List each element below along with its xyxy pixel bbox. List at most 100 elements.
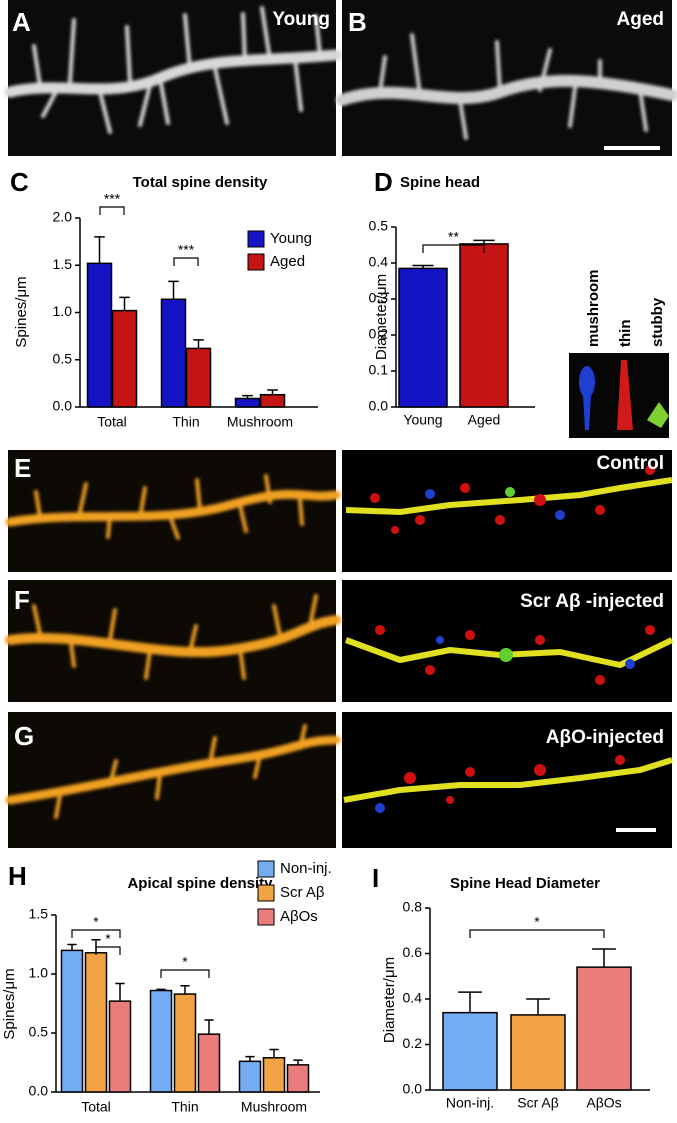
error-bar <box>473 239 495 244</box>
panel-letter: F <box>14 585 30 615</box>
y-tick-label: 0.0 <box>369 398 389 414</box>
error-bar <box>204 1019 214 1035</box>
legend-swatch <box>257 860 275 878</box>
error-bar <box>168 280 179 300</box>
y-tick-label: 1.5 <box>53 256 73 272</box>
y-tick-label: 0.8 <box>403 899 423 915</box>
legend-label: Aged <box>270 253 305 270</box>
error-bar <box>526 998 550 1015</box>
panel-letter: H <box>8 861 27 891</box>
error-bar <box>180 985 190 995</box>
bar <box>398 267 448 408</box>
x-tick-label: Non-inj. <box>446 1095 494 1111</box>
panel-label: Young <box>272 9 330 30</box>
legend-swatch <box>247 253 265 271</box>
legend-swatch <box>257 884 275 902</box>
panel-label: Scr Aβ -injected <box>520 591 664 612</box>
panel-letter: D <box>374 167 393 197</box>
panel-label: AβO-injected <box>546 727 664 748</box>
bar <box>197 1033 221 1093</box>
bar <box>84 952 108 1093</box>
x-tick-label: Total <box>81 1099 111 1115</box>
bar <box>160 298 187 408</box>
significance-bracket <box>99 206 125 215</box>
legend-swatch <box>247 230 265 248</box>
bar <box>259 393 286 408</box>
significance-bracket <box>95 946 121 955</box>
bar <box>185 347 212 408</box>
significance-bracket <box>160 969 210 978</box>
y-tick-label: 0.0 <box>53 398 73 414</box>
error-bar <box>115 982 125 1002</box>
error-bar <box>269 1048 279 1058</box>
bar <box>442 1011 498 1091</box>
significance-label: *** <box>178 242 195 258</box>
thin-spine <box>617 360 633 430</box>
spine-blobs <box>370 465 655 804</box>
x-tick-label: Thin <box>172 414 199 430</box>
dendrite <box>5 474 341 819</box>
bar <box>111 309 138 408</box>
significance-bracket <box>173 257 199 266</box>
y-axis-label: Spines/μm <box>13 276 30 347</box>
significance-bracket <box>422 244 485 253</box>
chart-title: Apical spine density <box>127 875 273 892</box>
panel-letter: B <box>348 7 367 37</box>
x-tick-label: Mushroom <box>241 1099 307 1115</box>
error-bar <box>592 948 616 968</box>
error-bar <box>458 991 482 1013</box>
bar <box>234 397 261 408</box>
y-tick-label: 0.0 <box>403 1081 423 1097</box>
error-bar <box>119 296 130 311</box>
y-tick-label: 1.0 <box>29 965 49 981</box>
significance-label: * <box>182 954 188 970</box>
chart-title: Spine head <box>400 174 480 191</box>
y-tick-label: 0.5 <box>29 1024 49 1040</box>
bar <box>459 243 509 408</box>
significance-bracket <box>469 929 605 938</box>
micrograph <box>342 0 672 156</box>
bar <box>86 262 113 408</box>
bar <box>262 1057 286 1093</box>
reconstruction <box>342 580 672 702</box>
chart-title: Total spine density <box>133 174 268 191</box>
dendrite <box>336 33 677 140</box>
legend-label: Non-inj. <box>280 860 332 877</box>
spine-type: thin <box>617 320 634 348</box>
bar <box>173 993 197 1093</box>
error-bar <box>267 389 278 395</box>
y-axis-label: Spines/μm <box>1 968 18 1039</box>
error-bar <box>293 1059 303 1065</box>
y-axis-label: Diameter/μm <box>373 274 390 360</box>
x-tick-label: Young <box>403 412 442 428</box>
x-tick-label: AβOs <box>586 1095 621 1111</box>
panel-letter: I <box>372 863 379 893</box>
y-tick-label: 0.4 <box>403 990 423 1006</box>
bar <box>238 1060 262 1093</box>
error-bar <box>245 1055 255 1062</box>
y-tick-label: 0.3 <box>369 290 389 306</box>
significance-bracket <box>71 929 121 938</box>
y-tick-label: 0.5 <box>53 350 73 366</box>
spine-type: mushroom <box>585 269 602 347</box>
mushroom-spine <box>583 395 591 430</box>
spine-type: stubby <box>649 297 666 347</box>
panel-letter: E <box>14 453 31 483</box>
error-bar <box>412 264 434 269</box>
y-axis-label: Diameter/μm <box>381 957 398 1043</box>
bar <box>576 966 632 1091</box>
panel-label: Aged <box>617 9 665 30</box>
significance-label: * <box>105 931 111 947</box>
y-tick-label: 0.2 <box>369 326 389 342</box>
stubby-spine <box>647 402 669 428</box>
x-tick-label: Mushroom <box>227 414 293 430</box>
bar <box>149 989 173 1093</box>
bar <box>510 1014 566 1091</box>
reconstruction <box>342 712 672 848</box>
y-tick-label: 1.0 <box>53 303 73 319</box>
legend-label: Young <box>270 230 312 247</box>
x-tick-label: Total <box>97 414 127 430</box>
legend-label: AβOs <box>280 908 318 925</box>
significance-label: * <box>534 914 540 930</box>
